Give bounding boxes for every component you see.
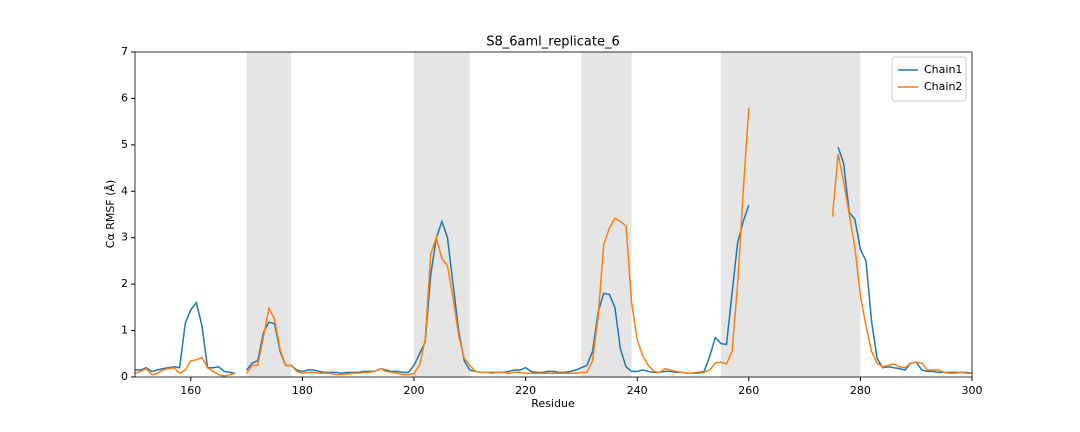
y-tick-label: 2 xyxy=(121,277,128,290)
chart-title: S8_6aml_replicate_6 xyxy=(486,35,620,50)
line-chain1 xyxy=(135,301,236,375)
plot-frame xyxy=(134,51,973,378)
legend-label: Chain1 xyxy=(924,63,962,76)
legend-box xyxy=(891,56,967,102)
x-tick-label: 280 xyxy=(850,384,871,397)
line-chain2 xyxy=(831,153,972,375)
x-tick-label: 260 xyxy=(738,384,759,397)
shaded-region xyxy=(720,52,861,377)
y-tick-label: 1 xyxy=(121,324,128,337)
legend-label: Chain2 xyxy=(924,80,962,93)
line-chain2 xyxy=(245,107,750,376)
x-tick-label: 180 xyxy=(292,384,313,397)
shaded-region xyxy=(414,52,470,377)
line-chain2 xyxy=(134,356,236,377)
shaded-region xyxy=(246,52,292,377)
x-tick-label: 240 xyxy=(627,384,648,397)
x-tick-label: 160 xyxy=(180,384,201,397)
line-chain1 xyxy=(246,204,750,375)
x-tick-label: 300 xyxy=(962,384,983,397)
y-tick-label: 6 xyxy=(121,91,128,104)
y-tick-label: 3 xyxy=(121,231,128,244)
x-tick-label: 220 xyxy=(515,384,536,397)
y-tick-label: 4 xyxy=(121,184,128,197)
line-chain1 xyxy=(837,146,973,375)
x-axis-label: Residue xyxy=(531,397,575,410)
shaded-region xyxy=(581,52,632,377)
x-tick-label: 200 xyxy=(404,384,425,397)
y-axis-label: Cα RMSF (Å) xyxy=(104,180,117,248)
y-tick-label: 7 xyxy=(121,45,128,58)
y-tick-label: 5 xyxy=(121,138,128,151)
y-tick-label: 0 xyxy=(121,370,128,383)
